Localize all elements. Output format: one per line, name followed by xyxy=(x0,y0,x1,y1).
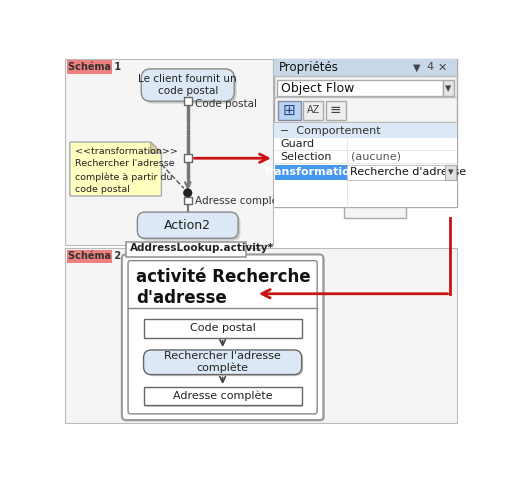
Text: Schéma 1: Schéma 1 xyxy=(68,62,121,72)
Bar xyxy=(145,321,303,339)
Bar xyxy=(442,80,453,96)
Text: Action2: Action2 xyxy=(164,219,211,232)
Text: Recherche d'adresse: Recherche d'adresse xyxy=(350,167,466,177)
Text: Adresse complète: Adresse complète xyxy=(173,391,272,402)
FancyBboxPatch shape xyxy=(144,350,301,375)
Text: Code postal: Code postal xyxy=(189,324,255,333)
FancyBboxPatch shape xyxy=(128,261,317,414)
Text: Schéma 2: Schéma 2 xyxy=(68,251,121,261)
FancyBboxPatch shape xyxy=(137,212,238,239)
Bar xyxy=(65,248,456,423)
Text: (aucune): (aucune) xyxy=(351,152,401,162)
FancyBboxPatch shape xyxy=(139,215,240,240)
Text: activité Recherche
d'adresse: activité Recherche d'adresse xyxy=(135,268,310,307)
FancyBboxPatch shape xyxy=(141,69,234,101)
Bar xyxy=(126,242,245,257)
Polygon shape xyxy=(70,142,161,196)
Bar xyxy=(144,319,301,337)
Bar xyxy=(184,197,191,205)
Text: Code postal: Code postal xyxy=(195,98,257,109)
Bar xyxy=(347,165,444,180)
Bar xyxy=(273,123,456,138)
Bar xyxy=(273,138,456,207)
Text: −  Comportement: − Comportement xyxy=(279,126,380,135)
Text: ⊞: ⊞ xyxy=(282,103,295,118)
Text: <<transformation>>
Rechercher l'adresse
complète à partir du
code postal: <<transformation>> Rechercher l'adresse … xyxy=(75,147,178,194)
Bar xyxy=(144,387,301,405)
FancyBboxPatch shape xyxy=(123,256,324,422)
Text: Guard: Guard xyxy=(279,140,314,149)
Bar xyxy=(303,101,323,120)
Text: ▼: ▼ xyxy=(412,62,419,72)
FancyBboxPatch shape xyxy=(144,71,236,104)
Circle shape xyxy=(184,189,191,197)
Bar xyxy=(67,60,111,74)
Text: 4: 4 xyxy=(425,62,432,72)
Bar xyxy=(444,165,455,180)
Text: Rechercher l'adresse
complète: Rechercher l'adresse complète xyxy=(164,351,280,373)
Text: Object Flow: Object Flow xyxy=(280,82,353,95)
Bar xyxy=(325,101,345,120)
Bar xyxy=(273,59,456,207)
Polygon shape xyxy=(150,142,161,153)
FancyBboxPatch shape xyxy=(122,254,323,420)
Bar xyxy=(184,98,191,105)
Bar xyxy=(273,59,456,76)
Bar xyxy=(276,80,442,96)
Text: Le client fournit un
code postal: Le client fournit un code postal xyxy=(138,74,237,96)
Text: AZ: AZ xyxy=(306,106,319,116)
Bar xyxy=(184,154,191,162)
Bar xyxy=(65,59,272,245)
Text: ▾: ▾ xyxy=(447,167,453,177)
Text: ▾: ▾ xyxy=(444,82,450,95)
Text: ≡: ≡ xyxy=(329,104,341,118)
Text: Selection: Selection xyxy=(279,152,331,162)
Bar xyxy=(274,165,346,180)
Text: Adresse complète: Adresse complète xyxy=(195,196,289,206)
FancyBboxPatch shape xyxy=(145,351,303,376)
Text: ✕: ✕ xyxy=(437,62,446,72)
Text: Propriétés: Propriétés xyxy=(278,61,338,74)
Text: Transformation: Transformation xyxy=(262,167,357,177)
Text: AddressLookup.activity*: AddressLookup.activity* xyxy=(130,243,274,253)
Bar xyxy=(145,389,303,407)
Bar xyxy=(343,207,405,217)
Bar xyxy=(277,101,300,120)
Bar xyxy=(67,250,111,263)
